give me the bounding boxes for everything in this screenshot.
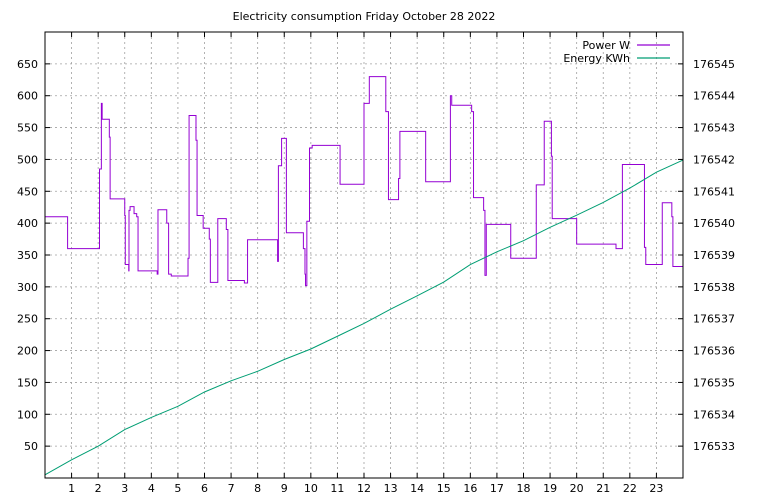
y-left-tick-label: 600 xyxy=(17,90,38,103)
y-left-tick-label: 50 xyxy=(24,440,38,453)
y-left-tick-label: 450 xyxy=(17,185,38,198)
series-layer xyxy=(44,76,684,476)
y-right-tick-label: 176545 xyxy=(693,58,735,71)
series-line-energy xyxy=(44,159,684,476)
y-left-tick-label: 650 xyxy=(17,58,38,71)
legend-label-energy: Energy KWh xyxy=(563,52,630,65)
y-right-tick-label: 176543 xyxy=(693,122,735,135)
y-right-tick-label: 176542 xyxy=(693,153,735,166)
y-left-tick-label: 550 xyxy=(17,122,38,135)
legend: Power W Energy KWh xyxy=(563,39,670,65)
x-tick-label: 17 xyxy=(490,482,504,495)
plot-frame xyxy=(44,31,684,479)
y-left-tick-label: 200 xyxy=(17,345,38,358)
x-tick-label: 8 xyxy=(254,482,261,495)
y-left-tick-label: 250 xyxy=(17,313,38,326)
x-tick-label: 20 xyxy=(570,482,584,495)
x-tick-label: 21 xyxy=(596,482,610,495)
y-right-tick-label: 176535 xyxy=(693,376,735,389)
x-tick-label: 1 xyxy=(68,482,75,495)
y-left-tick-label: 300 xyxy=(17,281,38,294)
y-left-tick-label: 500 xyxy=(17,153,38,166)
x-tick-label: 11 xyxy=(330,482,344,495)
ticks-layer: 1 2 3 4 5 6 7 8 9 10 11 12 13 14 15 16 17 18 19 20 21 22 23501… xyxy=(17,32,735,495)
y-left-tick-label: 400 xyxy=(17,217,38,230)
y-right-tick-label: 176537 xyxy=(693,313,735,326)
x-tick-label: 5 xyxy=(174,482,181,495)
x-tick-label: 12 xyxy=(357,482,371,495)
x-tick-label: 10 xyxy=(304,482,318,495)
x-tick-label: 13 xyxy=(384,482,398,495)
x-tick-label: 7 xyxy=(228,482,235,495)
x-tick-label: 6 xyxy=(201,482,208,495)
y-right-tick-label: 176539 xyxy=(693,249,735,262)
x-tick-label: 9 xyxy=(281,482,288,495)
y-right-tick-label: 176536 xyxy=(693,345,735,358)
y-right-tick-label: 176544 xyxy=(693,90,735,103)
legend-label-power: Power W xyxy=(582,39,630,52)
y-right-tick-label: 176541 xyxy=(693,185,735,198)
y-left-tick-label: 350 xyxy=(17,249,38,262)
x-tick-label: 15 xyxy=(437,482,451,495)
chart-title: Electricity consumption Friday October 2… xyxy=(233,10,496,23)
y-left-tick-label: 150 xyxy=(17,376,38,389)
x-tick-label: 2 xyxy=(95,482,102,495)
y-right-tick-label: 176533 xyxy=(693,440,735,453)
y-right-tick-label: 176538 xyxy=(693,281,735,294)
x-tick-label: 19 xyxy=(543,482,557,495)
y-right-tick-label: 176534 xyxy=(693,408,735,421)
x-tick-label: 4 xyxy=(148,482,155,495)
grid-layer xyxy=(45,32,683,478)
x-tick-label: 16 xyxy=(463,482,477,495)
x-tick-label: 3 xyxy=(121,482,128,495)
series-line-power xyxy=(45,76,683,287)
x-tick-label: 18 xyxy=(517,482,531,495)
y-right-tick-label: 176540 xyxy=(693,217,735,230)
y-left-tick-label: 100 xyxy=(17,408,38,421)
x-tick-label: 22 xyxy=(623,482,637,495)
x-tick-label: 14 xyxy=(410,482,424,495)
x-tick-label: 23 xyxy=(649,482,663,495)
